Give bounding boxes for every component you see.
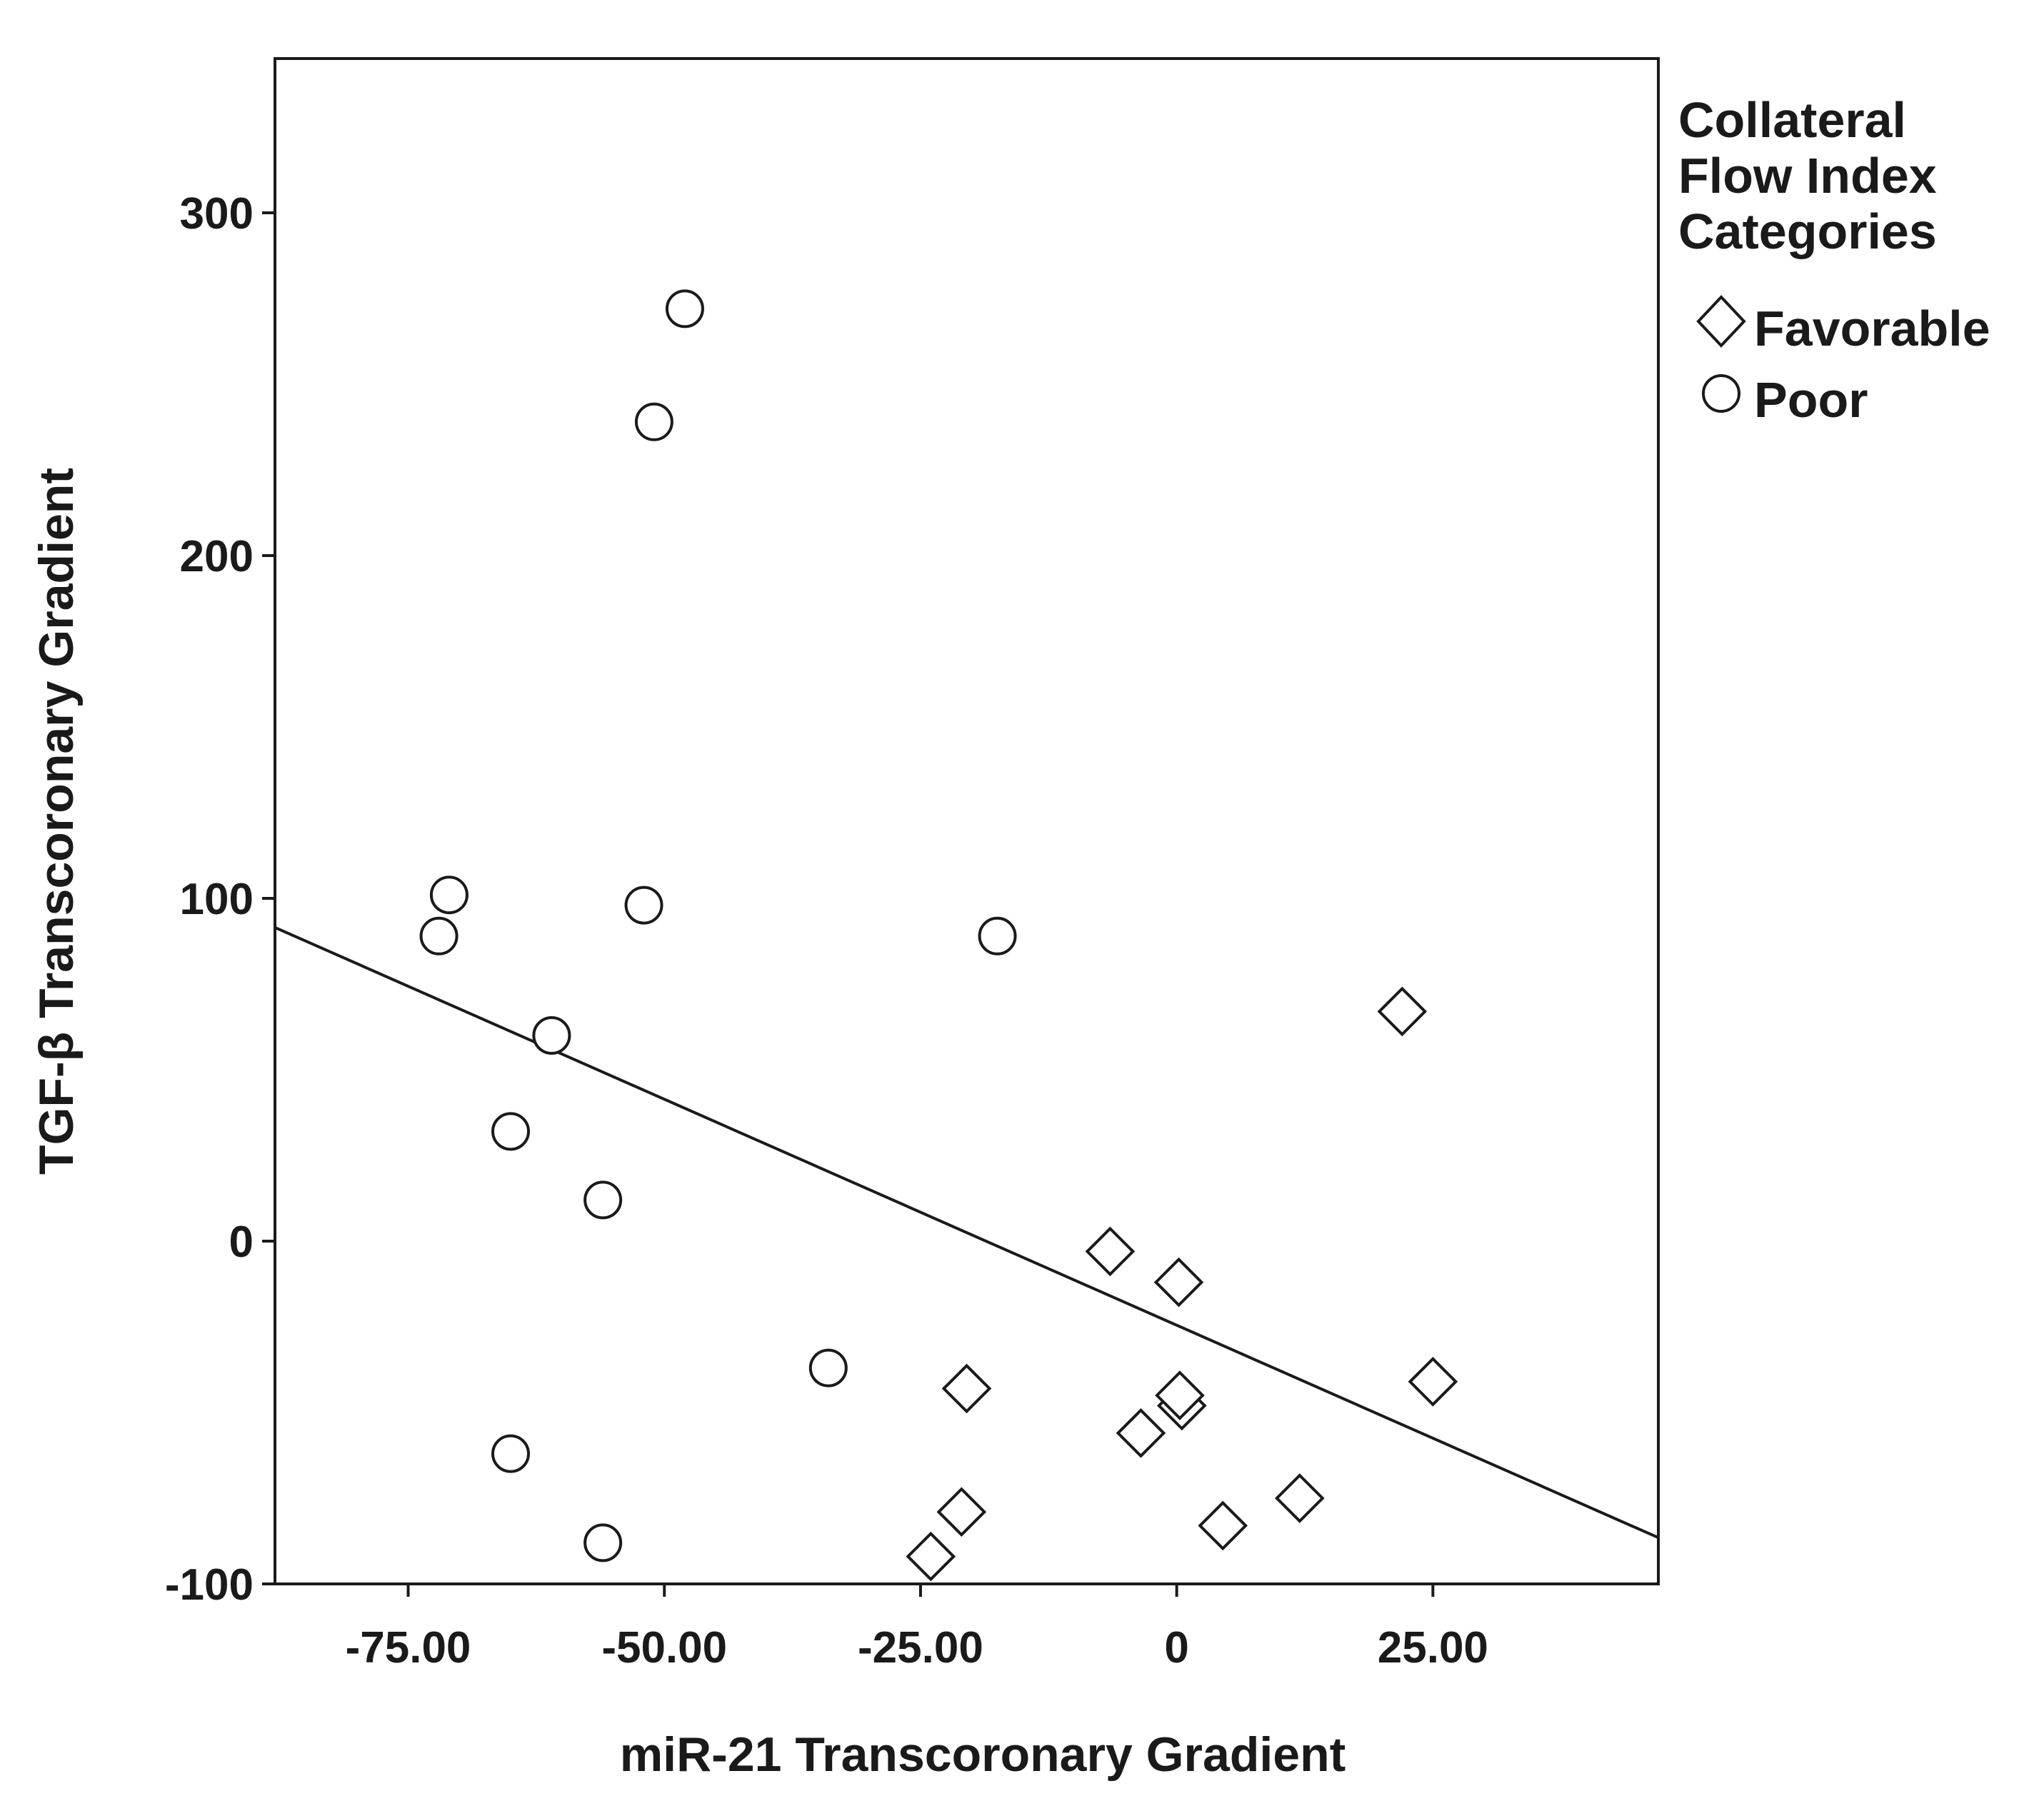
poor-circle-point xyxy=(978,916,1017,955)
x-tick-label: -75.00 xyxy=(346,1623,471,1672)
legend-entry-label: Poor xyxy=(1754,372,1868,428)
poor-circle-point xyxy=(532,1016,571,1055)
y-tick-label: 200 xyxy=(180,532,254,581)
legend-diamond-icon xyxy=(1696,295,1746,348)
x-axis: -75.00 -50.00 -25.00 0 25.00 xyxy=(346,1584,1488,1672)
legend-title-line: Categories xyxy=(1678,204,1937,259)
favorable-diamond-point xyxy=(941,1363,992,1414)
favorable-diamond-point xyxy=(1408,1356,1458,1407)
plot-frame xyxy=(274,57,1660,1585)
x-tick-label: 25.00 xyxy=(1378,1623,1488,1672)
x-axis-title: miR-21 Transcoronary Gradient xyxy=(620,1727,1346,1782)
y-axis-title: TGF-β Transcoronary Gradient xyxy=(29,468,84,1175)
x-tick-label: -50.00 xyxy=(601,1623,727,1672)
favorable-diamond-point xyxy=(1377,986,1428,1037)
regression-line-layer xyxy=(274,925,1659,1540)
x-tick-label: -25.00 xyxy=(858,1623,983,1672)
poor-circle-point xyxy=(429,876,469,915)
poor-circle-point xyxy=(491,1112,531,1151)
legend-circle-icon xyxy=(1702,374,1740,413)
legend: Collateral Flow Index Categories Favorab… xyxy=(1678,92,1990,428)
favorable-diamond-point xyxy=(1155,1370,1205,1420)
poor-circle-point xyxy=(808,1348,848,1388)
legend-title-line: Flow Index xyxy=(1678,148,1937,204)
y-tick-label: 100 xyxy=(180,875,254,924)
favorable-diamond-point xyxy=(1153,1257,1204,1308)
y-tick-label: -100 xyxy=(165,1560,254,1610)
y-axis: -100 0 100 200 300 xyxy=(165,189,275,1610)
poor-circle-point xyxy=(665,289,704,328)
poor-circle-point xyxy=(583,1523,623,1562)
regression-line xyxy=(274,925,1659,1540)
poor-circle-point xyxy=(624,886,663,925)
y-tick-label: 0 xyxy=(229,1218,254,1267)
plot-area-border xyxy=(274,57,1660,1585)
favorable-diamond-point xyxy=(906,1531,956,1582)
y-tick-label: 300 xyxy=(180,189,254,239)
poor-circle-point xyxy=(634,402,673,441)
legend-title-line: Collateral xyxy=(1678,92,1906,148)
poor-circle-point xyxy=(491,1434,531,1473)
legend-entry-label: Favorable xyxy=(1754,301,1990,356)
x-tick-label: 0 xyxy=(1164,1623,1188,1672)
favorable-diamond-point xyxy=(1198,1500,1248,1551)
favorable-diamond-point xyxy=(936,1487,987,1537)
favorable-diamond-point xyxy=(1116,1408,1166,1458)
poor-circle-point xyxy=(583,1180,623,1220)
data-points-layer xyxy=(419,289,1458,1582)
favorable-diamond-point xyxy=(1085,1226,1136,1277)
favorable-diamond-point xyxy=(1274,1473,1325,1523)
poor-circle-point xyxy=(419,916,459,955)
